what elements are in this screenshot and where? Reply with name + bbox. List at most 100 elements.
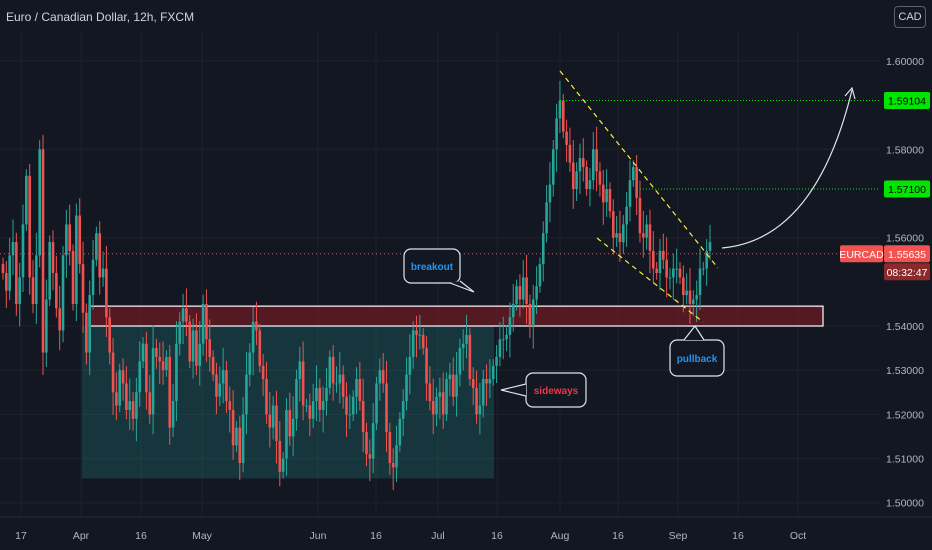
candle-body [611, 211, 615, 238]
candle [331, 345, 335, 401]
candle-body [488, 379, 492, 384]
candle-body [591, 149, 595, 181]
currency-button[interactable]: CAD [894, 6, 926, 28]
candle [611, 199, 615, 255]
candle-body [435, 396, 438, 415]
candle [421, 328, 425, 355]
candle [168, 345, 172, 445]
candle [258, 323, 262, 373]
candle-body [628, 180, 632, 207]
channel-lower-line [596, 237, 704, 323]
candle [468, 328, 472, 386]
candle [138, 341, 142, 407]
candle-body [15, 242, 18, 304]
candle [698, 248, 702, 310]
candle [458, 338, 462, 387]
candle [275, 390, 278, 464]
candle [505, 325, 508, 352]
candle [101, 251, 105, 287]
candle-body [401, 401, 405, 419]
candle [141, 337, 145, 368]
candle [431, 378, 435, 435]
candle-body [191, 330, 195, 362]
y-tick-label: 1.56000 [886, 233, 924, 245]
candle [601, 170, 605, 225]
candle-body [241, 414, 245, 463]
candle-body [91, 259, 95, 296]
candle-body [35, 255, 38, 304]
candle-body [168, 356, 172, 428]
candle-body [615, 233, 618, 238]
candle-body [625, 206, 628, 225]
candle [305, 398, 308, 413]
candle [571, 140, 575, 209]
candle [365, 422, 368, 467]
candle [395, 425, 398, 482]
candle [451, 357, 455, 406]
candle [481, 369, 485, 418]
candle [478, 383, 482, 435]
candle-body [408, 356, 412, 375]
candle-body [128, 401, 132, 410]
candle [381, 352, 385, 393]
candle-body [621, 224, 625, 243]
candle [555, 103, 558, 172]
candle-body [368, 454, 372, 459]
candle [535, 266, 538, 315]
candle-body [385, 383, 388, 433]
candle-body [418, 334, 422, 336]
candle [211, 350, 215, 382]
candle [218, 366, 222, 406]
candle-body [672, 268, 675, 278]
candle [241, 397, 245, 473]
candle [385, 360, 388, 452]
candle-body [541, 233, 545, 265]
candle-body [235, 427, 238, 446]
candle-body [471, 379, 475, 388]
candle-body [151, 348, 155, 415]
candle-body [608, 189, 612, 212]
candle [341, 365, 345, 409]
candle [475, 370, 478, 424]
candle-body [688, 290, 692, 304]
candle-body [315, 387, 318, 402]
candle-body [285, 409, 288, 459]
candle-body [288, 409, 292, 437]
candle-body [215, 374, 218, 397]
y-tick-label: 1.60000 [886, 56, 924, 68]
candle-body [238, 427, 242, 463]
candle-body [75, 215, 78, 304]
symbol-label-text: EURCAD [839, 249, 884, 261]
candle-body [5, 273, 8, 291]
candle-body [485, 379, 488, 384]
candle [271, 396, 275, 440]
candle-body [25, 175, 28, 225]
candle [438, 377, 442, 420]
candle-body [261, 365, 265, 380]
candle-body [545, 202, 548, 234]
candle-body [208, 339, 212, 357]
candle-body [618, 233, 622, 243]
candle-body [508, 317, 512, 335]
x-tick-label: 16 [135, 530, 147, 542]
candle-body [298, 361, 302, 380]
candle [151, 325, 155, 435]
candle [411, 321, 415, 369]
candle [348, 394, 352, 429]
candle-body [11, 242, 15, 256]
candle-body [328, 356, 332, 388]
candle [188, 314, 192, 368]
chart-title: Euro / Canadian Dollar, 12h, FXCM [6, 10, 195, 24]
candle [31, 260, 35, 314]
candle-body [155, 348, 158, 357]
candle-body [255, 321, 258, 331]
candle-body [31, 277, 35, 304]
candle-body [551, 149, 555, 185]
candle-body [548, 184, 552, 203]
candle [85, 303, 88, 365]
candle [525, 254, 528, 324]
candle [695, 280, 698, 323]
candle-body [115, 392, 118, 406]
candle-body [228, 401, 232, 410]
